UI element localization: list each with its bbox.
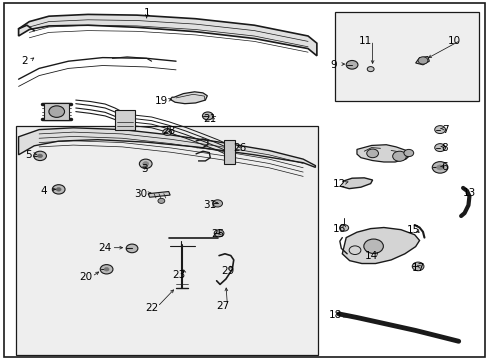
Bar [16, 126, 317, 355]
Text: 14: 14 [364, 251, 378, 261]
Text: 24: 24 [98, 243, 112, 253]
Text: 2: 2 [21, 56, 28, 66]
Circle shape [52, 185, 65, 194]
Circle shape [49, 106, 64, 117]
Polygon shape [148, 192, 170, 197]
Text: 12: 12 [332, 179, 346, 189]
Text: 20: 20 [79, 272, 92, 282]
Text: 22: 22 [144, 303, 158, 313]
Circle shape [56, 188, 61, 191]
Bar [224, 140, 234, 164]
Text: 15: 15 [406, 225, 419, 235]
Bar [44, 103, 69, 120]
Text: 23: 23 [171, 270, 185, 280]
Text: 7: 7 [441, 125, 447, 135]
Circle shape [139, 159, 152, 168]
Circle shape [100, 265, 113, 274]
Circle shape [214, 230, 224, 237]
Text: 9: 9 [330, 60, 337, 70]
Bar [334, 12, 478, 101]
Circle shape [38, 154, 42, 158]
Circle shape [436, 165, 443, 170]
Circle shape [126, 244, 138, 253]
Text: 27: 27 [215, 301, 229, 311]
Text: 6: 6 [441, 162, 447, 172]
Text: 31: 31 [203, 200, 217, 210]
Circle shape [34, 151, 46, 161]
Circle shape [363, 239, 383, 253]
Text: 8: 8 [441, 143, 447, 153]
Text: 21: 21 [203, 114, 217, 124]
Text: 13: 13 [462, 188, 475, 198]
Polygon shape [341, 178, 372, 189]
Polygon shape [356, 145, 409, 162]
Circle shape [142, 162, 148, 166]
Bar [115, 110, 135, 130]
Text: 10: 10 [447, 36, 460, 46]
Circle shape [417, 57, 427, 64]
Circle shape [346, 60, 357, 69]
Polygon shape [342, 228, 419, 264]
Text: 16: 16 [332, 224, 346, 234]
Polygon shape [19, 128, 315, 167]
Circle shape [104, 267, 109, 271]
Circle shape [212, 200, 222, 207]
Text: 26: 26 [232, 143, 246, 153]
Circle shape [366, 149, 378, 158]
Text: 30: 30 [134, 189, 147, 199]
Circle shape [158, 198, 164, 203]
Circle shape [339, 225, 348, 231]
Polygon shape [415, 57, 428, 65]
Circle shape [392, 151, 406, 161]
Circle shape [403, 149, 413, 157]
Text: 19: 19 [154, 96, 168, 106]
Circle shape [366, 67, 373, 72]
Text: 29: 29 [220, 266, 234, 276]
Text: 1: 1 [143, 8, 150, 18]
Text: 4: 4 [41, 186, 47, 196]
Text: 28: 28 [162, 126, 175, 136]
Text: 18: 18 [327, 310, 341, 320]
Text: 17: 17 [410, 263, 424, 273]
Circle shape [411, 262, 423, 271]
Text: 11: 11 [358, 36, 372, 46]
Polygon shape [170, 92, 207, 104]
Circle shape [202, 112, 213, 120]
Circle shape [434, 144, 445, 152]
Polygon shape [19, 14, 316, 56]
Circle shape [434, 126, 445, 134]
Text: 3: 3 [141, 164, 147, 174]
Circle shape [431, 162, 447, 173]
Circle shape [163, 129, 171, 135]
Text: 5: 5 [25, 150, 32, 160]
Text: 25: 25 [210, 229, 224, 239]
